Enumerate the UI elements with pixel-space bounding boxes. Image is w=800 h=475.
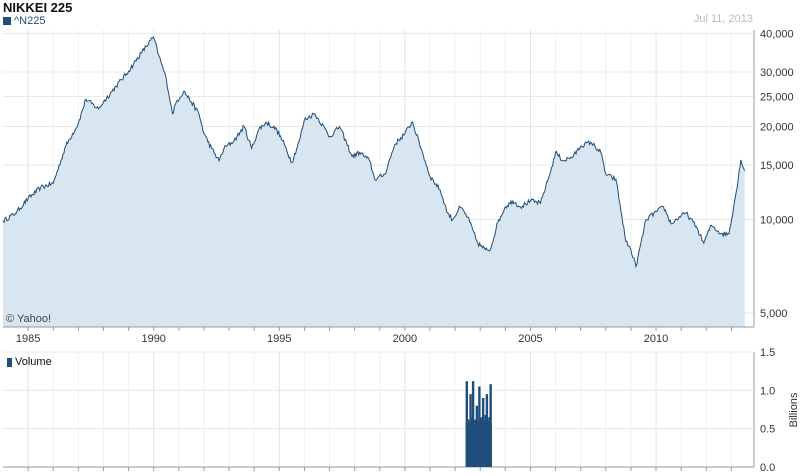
price-line: [2, 35, 746, 269]
price-area-fill: [3, 37, 745, 327]
watermark: © Yahoo!: [6, 313, 51, 325]
volume-bars: [465, 381, 492, 467]
volume-tick-label: 1.5: [760, 347, 775, 359]
volume-tick-label: 1.0: [760, 385, 775, 397]
x-tick-label: 1985: [16, 333, 40, 345]
x-tick-label: 1990: [141, 333, 165, 345]
volume-bar: [465, 424, 492, 467]
volume-bar: [465, 381, 469, 467]
volume-label: Volume: [15, 356, 52, 368]
volume-tick-label: 0.5: [760, 424, 775, 436]
axes: [3, 30, 755, 471]
y-tick-label: 10,000: [760, 215, 794, 227]
y-tick-label: 20,000: [760, 121, 794, 133]
chart-title: NIKKEI 225: [3, 0, 73, 15]
x-tick-label: 1995: [267, 333, 291, 345]
chart-date: Jul 11, 2013: [693, 13, 753, 25]
x-tick-label: 2010: [644, 333, 668, 345]
y-tick-label: 5,000: [760, 308, 788, 320]
y-tick-label: 40,000: [760, 28, 794, 40]
volume-tick-labels: 1.5 1.0 0.5 0.0: [760, 347, 775, 474]
y-tick-label: 25,000: [760, 91, 794, 103]
y-tick-label: 30,000: [760, 67, 794, 79]
volume-tick-label: 0.0: [760, 462, 775, 474]
volume-axis-label: Billions: [788, 392, 800, 427]
volume-legend: Volume: [7, 356, 52, 368]
x-tick-labels: 1985 1990 1995 2000 2005 2010: [16, 333, 668, 345]
series-label: ^N225: [14, 15, 46, 27]
x-tick-label: 2005: [518, 333, 542, 345]
volume-swatch: [7, 357, 12, 367]
volume-bar: [471, 381, 475, 467]
y-tick-labels: 40,000 30,000 25,000 20,000 15,000 10,000 5,00…: [760, 28, 794, 320]
x-tick-label: 2000: [393, 333, 417, 345]
series-swatch: [3, 17, 11, 25]
y-tick-label: 15,000: [760, 160, 794, 172]
series-legend[interactable]: ^N225: [3, 15, 45, 27]
